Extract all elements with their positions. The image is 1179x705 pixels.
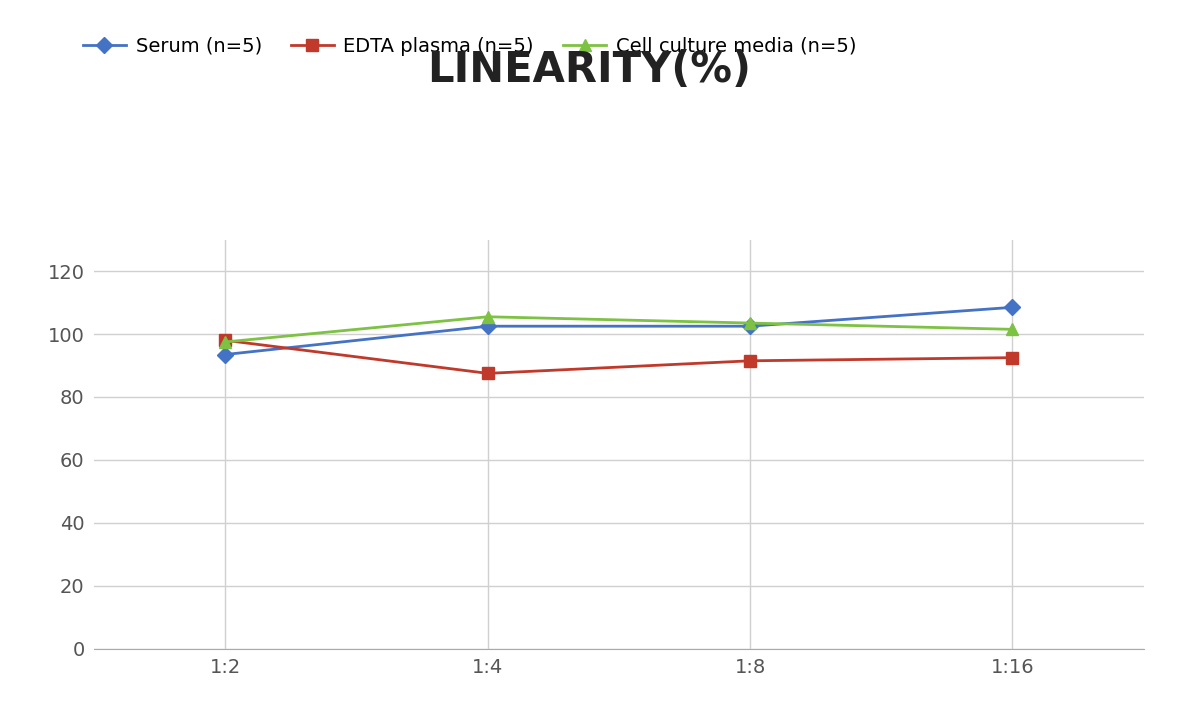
EDTA plasma (n=5) xyxy=(743,357,757,365)
Line: Serum (n=5): Serum (n=5) xyxy=(220,302,1017,360)
Cell culture media (n=5) xyxy=(218,338,232,346)
Line: Cell culture media (n=5): Cell culture media (n=5) xyxy=(219,310,1019,348)
Serum (n=5) xyxy=(481,322,495,331)
Text: LINEARITY(%): LINEARITY(%) xyxy=(428,49,751,92)
Legend: Serum (n=5), EDTA plasma (n=5), Cell culture media (n=5): Serum (n=5), EDTA plasma (n=5), Cell cul… xyxy=(83,37,856,56)
Cell culture media (n=5) xyxy=(743,319,757,327)
EDTA plasma (n=5) xyxy=(481,369,495,378)
Serum (n=5) xyxy=(743,322,757,331)
Cell culture media (n=5) xyxy=(481,312,495,321)
EDTA plasma (n=5) xyxy=(1006,353,1020,362)
Line: EDTA plasma (n=5): EDTA plasma (n=5) xyxy=(220,335,1017,379)
Serum (n=5) xyxy=(218,350,232,359)
EDTA plasma (n=5) xyxy=(218,336,232,345)
Cell culture media (n=5) xyxy=(1006,325,1020,333)
Serum (n=5) xyxy=(1006,303,1020,312)
